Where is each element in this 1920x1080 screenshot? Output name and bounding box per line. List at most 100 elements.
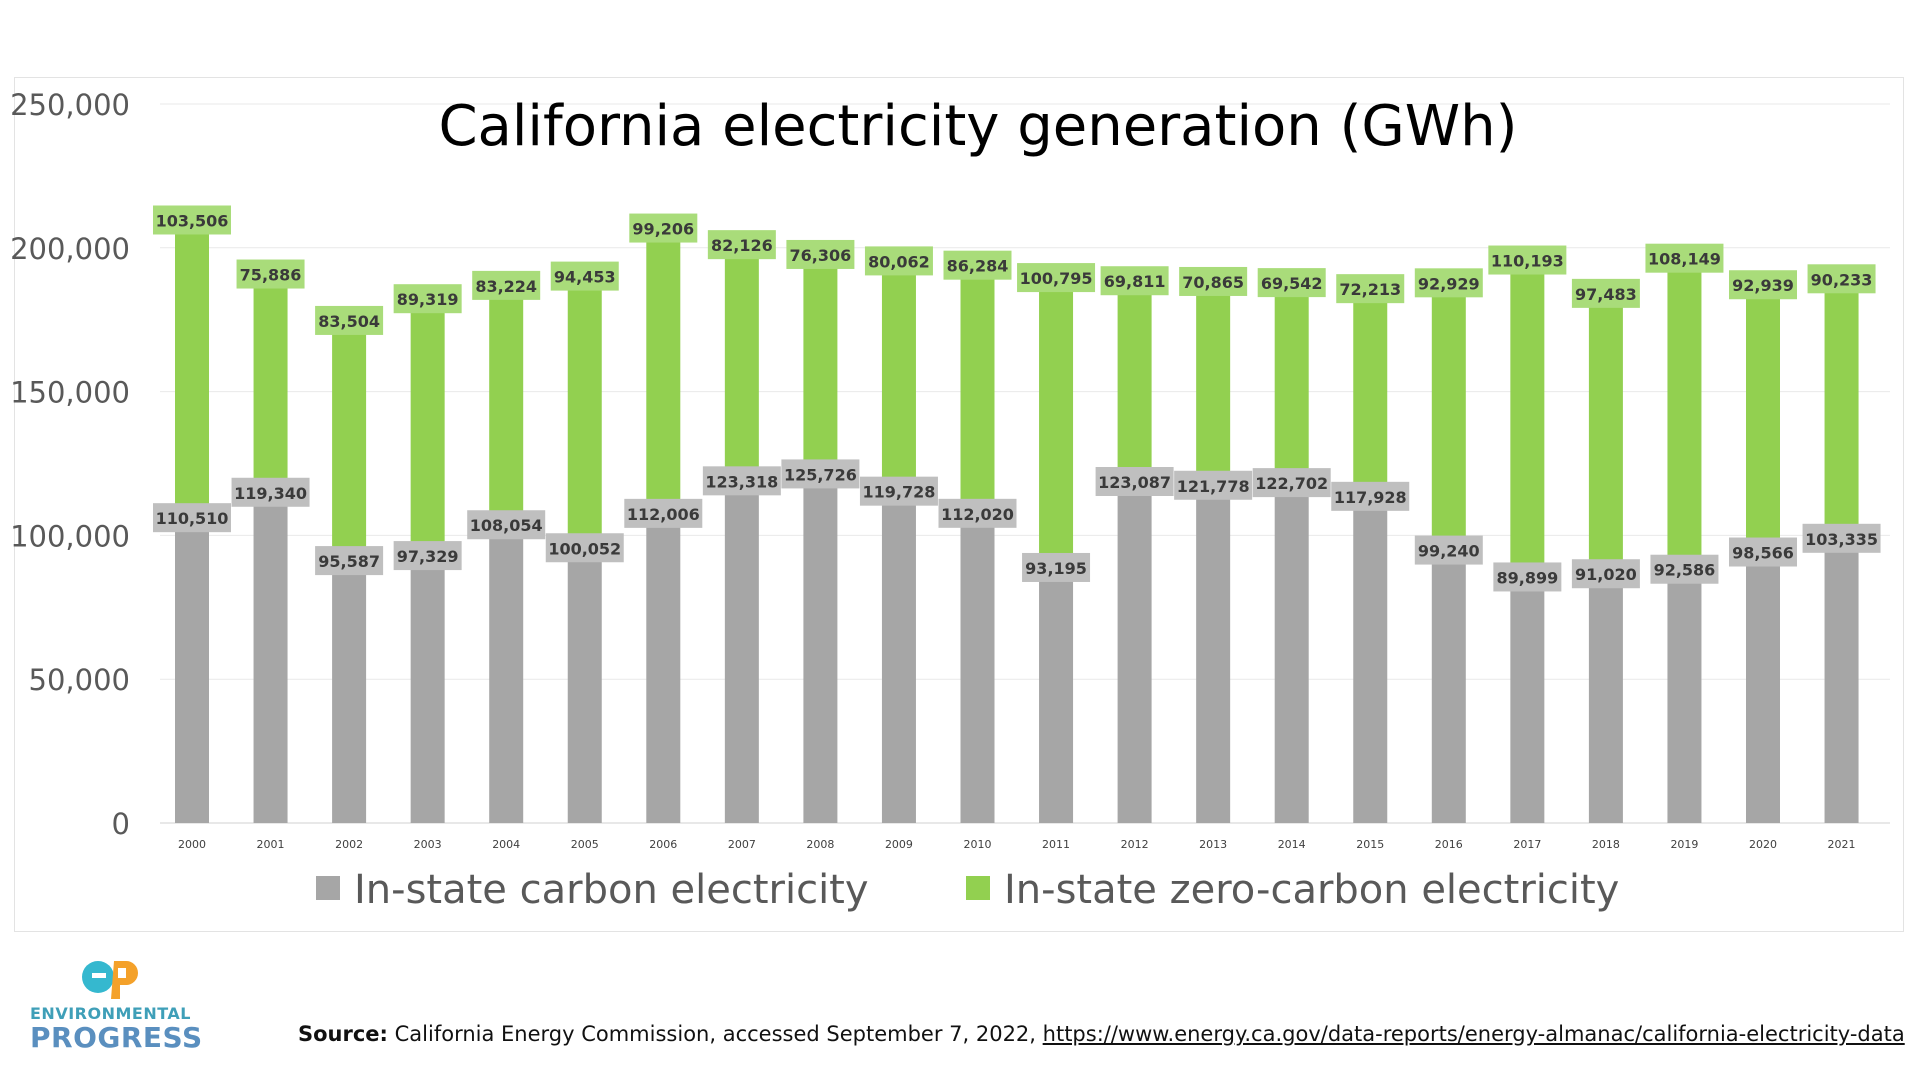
data-label-zero-carbon: 75,886 [240, 266, 302, 285]
data-label-carbon: 119,340 [234, 484, 307, 503]
data-label-carbon: 97,329 [397, 547, 459, 566]
data-label-carbon: 95,587 [318, 552, 380, 571]
data-label-carbon: 112,020 [941, 505, 1014, 524]
data-label-carbon: 123,318 [705, 472, 778, 491]
x-tick-label: 2004 [492, 838, 520, 851]
data-label-bg-carbon [781, 459, 860, 489]
bar-zero-carbon-2007 [724, 232, 759, 469]
data-label-bg-zero-carbon [550, 261, 619, 291]
bar-zero-carbon-2006 [646, 215, 681, 501]
data-label-carbon: 108,054 [470, 516, 543, 535]
data-label-bg-carbon [393, 541, 462, 571]
data-label-bg-carbon [624, 498, 703, 528]
data-label-zero-carbon: 100,795 [1020, 269, 1093, 288]
data-label-bg-zero-carbon [1179, 266, 1248, 296]
data-label-zero-carbon: 69,542 [1261, 274, 1323, 293]
bar-carbon-2015 [1353, 483, 1388, 823]
data-label-bg-carbon [545, 533, 624, 563]
bar-zero-carbon-2003 [410, 286, 445, 544]
bar-carbon-2011 [1039, 554, 1074, 823]
x-tick-label: 2017 [1513, 838, 1541, 851]
data-label-bg-zero-carbon [1729, 270, 1797, 300]
data-label-bg-carbon [1174, 470, 1253, 500]
legend-label-carbon: In-state carbon electricity [354, 867, 869, 913]
x-tick-label: 2013 [1199, 838, 1227, 851]
data-label-bg-carbon [938, 498, 1017, 528]
data-label-zero-carbon: 69,811 [1104, 272, 1166, 291]
data-label-bg-zero-carbon [236, 259, 305, 289]
bar-zero-carbon-2005 [567, 263, 602, 536]
bar-zero-carbon-2014 [1274, 270, 1309, 471]
bar-carbon-2005 [567, 535, 602, 823]
chart-title: California electricity generation (GWh) [438, 94, 1517, 159]
bar-zero-carbon-2015 [1353, 276, 1388, 484]
bar-carbon-2001 [253, 479, 288, 823]
data-label-bg-zero-carbon [1414, 268, 1483, 298]
legend-swatch-carbon [316, 876, 340, 900]
data-label-bg-carbon [1571, 559, 1640, 589]
logo-text-progress: PROGRESS [30, 1021, 203, 1054]
data-label-bg-carbon [1095, 467, 1174, 497]
data-label-bg-zero-carbon [864, 246, 933, 276]
data-label-bg-zero-carbon [1336, 274, 1405, 304]
data-label-carbon: 89,899 [1496, 568, 1558, 587]
source-citation: Source: California Energy Commission, ac… [298, 1022, 1908, 1046]
bar-zero-carbon-2011 [1039, 265, 1074, 555]
data-label-bg-carbon [1331, 481, 1410, 511]
data-label-zero-carbon: 90,233 [1811, 270, 1873, 289]
data-label-carbon: 100,052 [548, 539, 621, 558]
data-label-bg-zero-carbon [629, 213, 698, 243]
data-label-carbon: 121,778 [1177, 477, 1250, 496]
bar-carbon-2017 [1510, 564, 1545, 823]
bar-carbon-2000 [175, 505, 209, 823]
data-label-bg-zero-carbon [1807, 264, 1876, 294]
x-tick-label: 2021 [1828, 838, 1856, 851]
data-label-zero-carbon: 92,939 [1732, 276, 1794, 295]
bar-zero-carbon-2019 [1667, 245, 1702, 557]
data-label-zero-carbon: 110,193 [1491, 252, 1564, 271]
x-tick-label: 2005 [571, 838, 599, 851]
data-label-zero-carbon: 72,213 [1339, 280, 1401, 299]
y-tick-label: 50,000 [29, 663, 130, 697]
data-label-bg-carbon [1022, 552, 1091, 582]
data-label-bg-carbon [859, 476, 938, 506]
data-label-bg-carbon [1650, 554, 1719, 584]
bar-carbon-2021 [1824, 525, 1859, 823]
x-tick-label: 2014 [1278, 838, 1306, 851]
bar-zero-carbon-2017 [1510, 247, 1545, 565]
bar-zero-carbon-2001 [253, 261, 288, 480]
bar-carbon-2007 [724, 468, 759, 823]
x-tick-label: 2001 [257, 838, 285, 851]
data-label-bg-zero-carbon [1257, 268, 1326, 298]
data-label-carbon: 122,702 [1255, 474, 1328, 493]
data-label-carbon: 93,195 [1025, 559, 1087, 578]
bar-carbon-2003 [410, 543, 445, 823]
data-label-carbon: 112,006 [627, 505, 700, 524]
data-label-bg-zero-carbon [786, 239, 855, 269]
ep-logo-icon [82, 961, 138, 999]
data-label-bg-zero-carbon [1488, 245, 1567, 275]
data-label-bg-carbon [1729, 537, 1797, 567]
source-link[interactable]: https://www.energy.ca.gov/data-reports/e… [1042, 1022, 1905, 1046]
data-label-bg-zero-carbon [472, 270, 541, 300]
data-label-carbon: 123,087 [1098, 473, 1171, 492]
data-label-bg-carbon [1414, 535, 1483, 565]
bar-zero-carbon-2013 [1196, 268, 1231, 473]
y-tick-label: 0 [112, 807, 130, 841]
data-label-bg-carbon [153, 503, 231, 533]
data-label-bg-zero-carbon [315, 305, 384, 335]
data-label-zero-carbon: 92,929 [1418, 274, 1480, 293]
data-label-carbon: 119,728 [863, 483, 936, 502]
data-label-bg-carbon [315, 546, 384, 576]
x-tick-label: 2008 [806, 838, 834, 851]
data-label-zero-carbon: 82,126 [711, 236, 773, 255]
data-label-bg-zero-carbon [1571, 278, 1640, 308]
bar-zero-carbon-2016 [1431, 270, 1466, 538]
logo-text-environmental: ENVIRONMENTAL [30, 1004, 191, 1023]
data-label-bg-zero-carbon [943, 250, 1012, 280]
bar-zero-carbon-2020 [1746, 272, 1780, 540]
data-label-carbon: 98,566 [1732, 544, 1794, 563]
data-label-zero-carbon: 94,453 [554, 268, 616, 287]
legend: In-state carbon electricity In-state zer… [316, 867, 1619, 913]
